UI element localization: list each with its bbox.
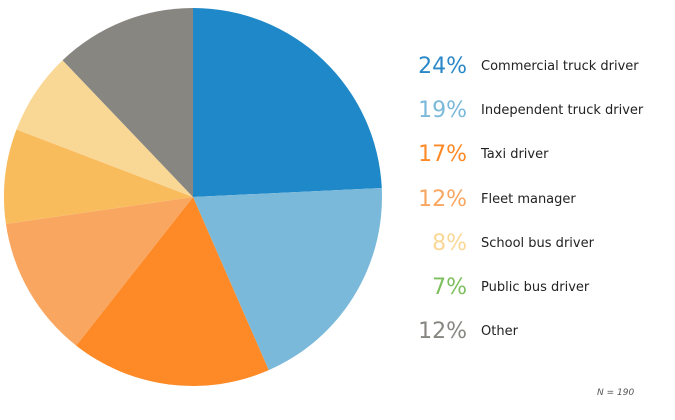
legend-item: 19% Independent truck driver	[400, 96, 675, 126]
sample-size-note: N = 190	[597, 388, 635, 398]
legend-percent: 7%	[432, 275, 467, 300]
legend-percent: 24%	[418, 54, 467, 79]
legend-percent: 12%	[418, 319, 467, 345]
pie-slice-fleet-manager	[5, 197, 193, 346]
legend-label: Commercial truck driver	[481, 59, 639, 74]
pie-chart	[4, 8, 382, 386]
pie-slice-other	[62, 8, 193, 197]
legend-item: 12% Fleet manager	[400, 185, 675, 215]
pie-slice-independent-truck-driver	[193, 188, 382, 371]
legend-percent: 19%	[418, 98, 467, 124]
legend-label: Other	[481, 324, 518, 340]
legend-label: School bus driver	[481, 235, 594, 251]
legend-item: 8% School bus driver	[400, 229, 675, 259]
legend-label: Taxi driver	[481, 147, 549, 163]
pie-slice-public-bus-driver	[16, 60, 193, 198]
legend-percent: 8%	[432, 230, 467, 256]
pie-slice-taxi-driver	[76, 197, 269, 386]
legend-item: 24% Commercial truck driver	[400, 52, 675, 82]
legend-label: Fleet manager	[481, 191, 576, 207]
legend-label: Independent truck driver	[481, 103, 644, 119]
pie-slice-school-bus-driver	[4, 129, 194, 224]
legend-item: 7% Public bus driver	[400, 273, 675, 303]
legend-percent: 17%	[418, 142, 467, 168]
legend-item: 12% Other	[400, 317, 675, 347]
pie-slice-commercial-truck-driver	[193, 8, 382, 197]
legend-label: Public bus driver	[481, 280, 590, 295]
legend-item: 17% Taxi driver	[400, 140, 675, 170]
legend-percent: 12%	[418, 186, 467, 212]
